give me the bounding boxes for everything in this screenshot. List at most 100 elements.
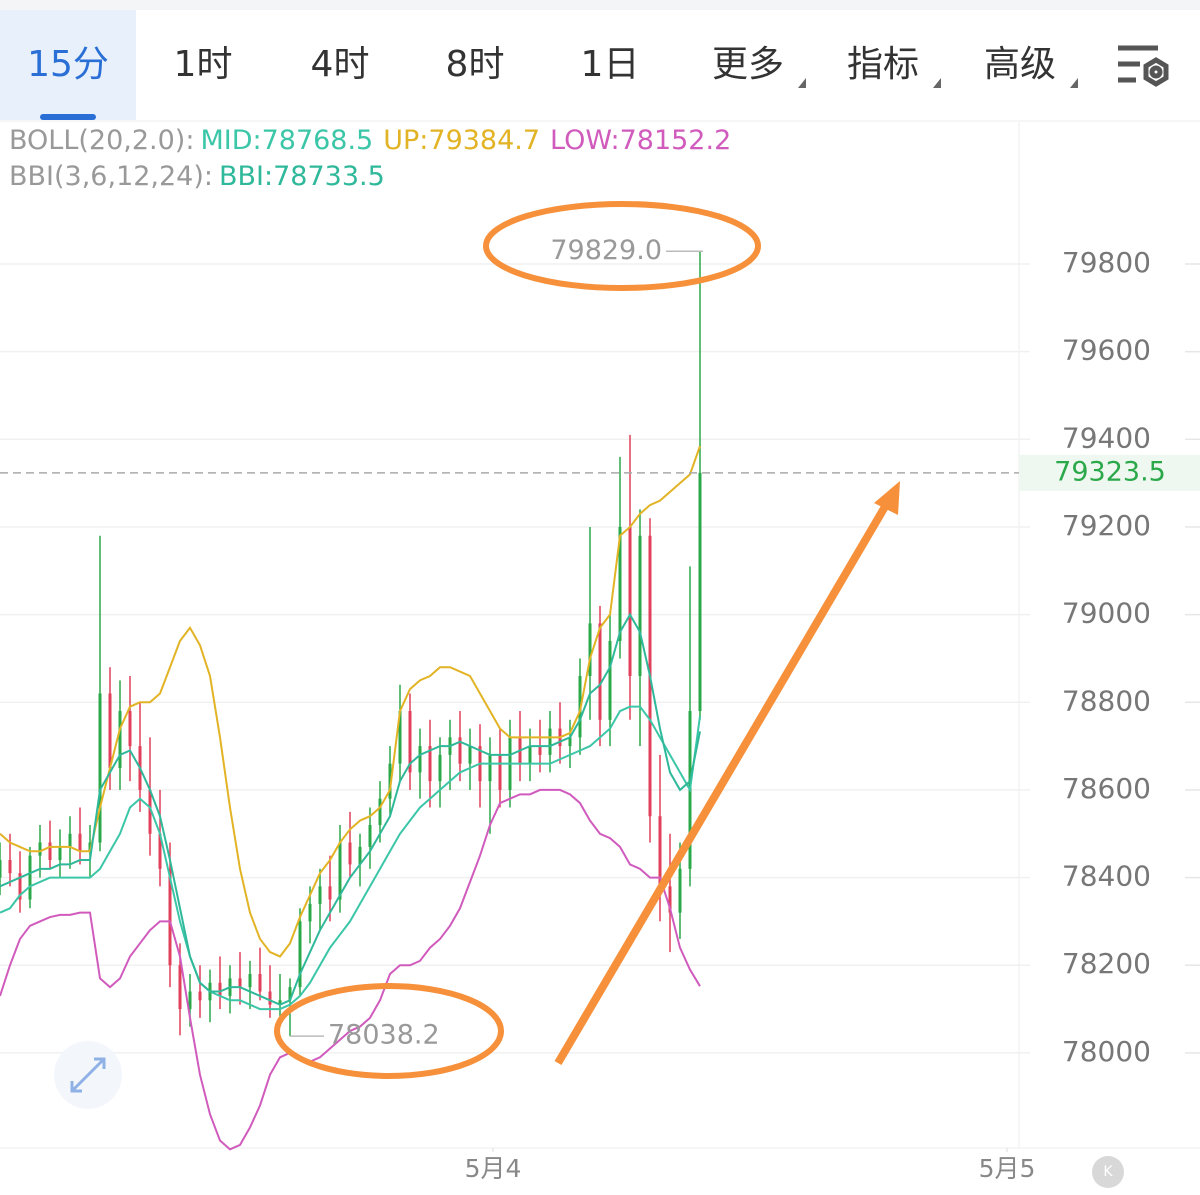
annotation-label: 79829.0 bbox=[550, 235, 662, 266]
indicator-line bbox=[0, 705, 701, 1011]
y-tick-label: 79600 bbox=[1062, 334, 1151, 367]
candle-body bbox=[98, 693, 102, 843]
candle-body bbox=[588, 623, 592, 676]
y-tick-label: 78000 bbox=[1062, 1035, 1151, 1068]
candle-body bbox=[8, 860, 12, 874]
candle-body bbox=[188, 991, 192, 1010]
candle-body bbox=[598, 623, 602, 720]
candle-body bbox=[148, 789, 152, 834]
candle-body bbox=[58, 846, 62, 861]
dropdown-mark bbox=[933, 78, 941, 88]
x-tick-label: 5月4 bbox=[465, 1154, 522, 1183]
indicator-value: BBI:78733.5 bbox=[219, 161, 385, 192]
scroll-end-icon: K bbox=[1103, 1164, 1113, 1180]
indicator-legend: BOLL(20,2.0): MID:78768.5 UP:79384.7 LOW:78… bbox=[9, 125, 731, 156]
candle-body bbox=[268, 991, 272, 1005]
indicator-name: BOLL(20,2.0): bbox=[9, 125, 194, 156]
y-tick-label: 79400 bbox=[1062, 421, 1151, 454]
y-tick-label: 78800 bbox=[1062, 684, 1151, 717]
status-strip bbox=[0, 0, 1200, 10]
candle-body bbox=[458, 737, 462, 764]
candle-body bbox=[468, 746, 472, 764]
candle-body bbox=[278, 1000, 282, 1005]
candle-body bbox=[348, 842, 352, 865]
expand-icon bbox=[70, 1057, 106, 1093]
candle-body bbox=[318, 886, 322, 904]
candle-body bbox=[198, 991, 202, 1001]
candle-body bbox=[638, 535, 642, 676]
candle-body bbox=[68, 833, 72, 847]
candle-body bbox=[28, 855, 32, 900]
indicator-line bbox=[0, 445, 701, 958]
tab[interactable]: 1日 bbox=[581, 44, 640, 85]
candle-body bbox=[548, 728, 552, 755]
y-tick-label: 78600 bbox=[1062, 772, 1151, 805]
candle-body bbox=[328, 886, 332, 900]
candle-body bbox=[288, 987, 292, 1001]
candle-body bbox=[568, 737, 572, 747]
dropdown-mark bbox=[1070, 78, 1078, 88]
y-tick-label: 78400 bbox=[1062, 860, 1151, 893]
candle-body bbox=[528, 746, 532, 764]
tab[interactable]: 指标 bbox=[847, 44, 919, 85]
candle-body bbox=[678, 868, 682, 913]
candle-body bbox=[38, 842, 42, 856]
indicator-line bbox=[0, 612, 701, 1006]
candle-body bbox=[168, 868, 172, 966]
candle-body bbox=[48, 842, 52, 861]
candle-body bbox=[618, 526, 622, 641]
highlight-ellipse bbox=[483, 201, 761, 291]
highlight-ellipse bbox=[274, 983, 504, 1079]
active-tab-underline bbox=[40, 114, 96, 120]
indicator-value: UP:79384.7 bbox=[383, 125, 540, 156]
candle-body bbox=[378, 798, 382, 825]
candle-body bbox=[538, 746, 542, 755]
last-price-label: 79323.5 bbox=[1054, 456, 1166, 487]
settings-icon[interactable] bbox=[1118, 45, 1169, 87]
tab[interactable]: 4时 bbox=[311, 44, 370, 85]
dropdown-mark bbox=[798, 78, 806, 88]
tab[interactable]: 更多 bbox=[712, 44, 784, 85]
candle-body bbox=[668, 886, 672, 913]
candle-body bbox=[238, 978, 242, 988]
scroll-end-button[interactable] bbox=[1092, 1156, 1124, 1188]
tab[interactable]: 1时 bbox=[174, 44, 233, 85]
candle-body bbox=[398, 711, 402, 764]
last-price-box bbox=[1019, 454, 1200, 491]
candle-body bbox=[158, 833, 162, 869]
candle-body bbox=[498, 754, 502, 790]
candle-body bbox=[408, 711, 412, 773]
candle-body bbox=[368, 824, 372, 847]
indicator-name: BBI(3,6,12,24): bbox=[9, 161, 213, 192]
candle-body bbox=[78, 833, 82, 852]
candle-body bbox=[388, 763, 392, 799]
candle-body bbox=[218, 982, 222, 996]
tab[interactable]: 高级 bbox=[984, 44, 1056, 85]
candle-body bbox=[0, 860, 2, 878]
candle-body bbox=[248, 974, 252, 988]
candle-body bbox=[308, 903, 312, 922]
candle-body bbox=[258, 974, 262, 992]
y-tick-label: 79800 bbox=[1062, 246, 1151, 279]
y-tick-label: 78200 bbox=[1062, 947, 1151, 980]
indicator-line bbox=[0, 788, 701, 1151]
candle-body bbox=[628, 526, 632, 676]
trend-arrow bbox=[554, 502, 890, 1066]
indicator-legend: BBI(3,6,12,24): BBI:78733.5 bbox=[9, 161, 385, 192]
candle-body bbox=[358, 846, 362, 865]
candle-body bbox=[608, 640, 612, 720]
candle-body bbox=[338, 842, 342, 900]
candle-body bbox=[178, 965, 182, 1010]
x-tick-label: 5月5 bbox=[979, 1154, 1036, 1183]
candle-body bbox=[428, 746, 432, 782]
candle-body bbox=[18, 873, 22, 900]
tab[interactable]: 8时 bbox=[446, 44, 505, 85]
y-tick-label: 79200 bbox=[1062, 509, 1151, 542]
tab[interactable]: 15分 bbox=[27, 44, 109, 85]
candle-body bbox=[658, 816, 662, 887]
candle-body bbox=[128, 711, 132, 747]
indicator-value: LOW:78152.2 bbox=[550, 125, 731, 156]
arrow-head bbox=[874, 481, 900, 515]
